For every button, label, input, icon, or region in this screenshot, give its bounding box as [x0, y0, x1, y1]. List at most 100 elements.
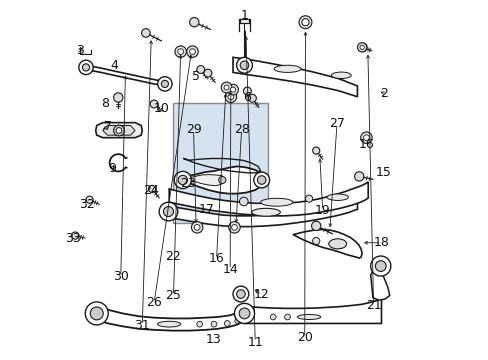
Text: 3: 3: [76, 44, 83, 57]
Ellipse shape: [260, 198, 292, 206]
Circle shape: [359, 45, 364, 49]
Ellipse shape: [326, 194, 348, 201]
Circle shape: [298, 16, 311, 29]
Polygon shape: [178, 166, 264, 194]
Text: 14: 14: [222, 263, 238, 276]
Ellipse shape: [297, 315, 320, 319]
Circle shape: [312, 147, 319, 154]
Polygon shape: [370, 266, 389, 300]
Text: 21: 21: [365, 299, 381, 312]
Circle shape: [305, 195, 312, 202]
Text: 16: 16: [358, 138, 373, 150]
Polygon shape: [244, 298, 381, 323]
Text: 18: 18: [373, 236, 388, 249]
Polygon shape: [86, 65, 164, 86]
Circle shape: [194, 225, 200, 230]
Polygon shape: [292, 229, 362, 258]
Circle shape: [234, 319, 239, 323]
Circle shape: [186, 46, 198, 57]
Text: 30: 30: [113, 270, 128, 283]
Circle shape: [191, 222, 203, 233]
Text: 6: 6: [243, 91, 251, 104]
Circle shape: [270, 314, 276, 320]
Text: 10: 10: [153, 103, 169, 116]
Text: 32: 32: [79, 198, 94, 211]
Circle shape: [72, 232, 79, 239]
Circle shape: [257, 176, 265, 184]
Circle shape: [227, 84, 238, 95]
Circle shape: [360, 132, 371, 143]
Circle shape: [248, 94, 256, 102]
Circle shape: [301, 19, 308, 26]
Text: 8: 8: [101, 97, 109, 110]
Circle shape: [312, 237, 319, 244]
Circle shape: [174, 171, 191, 189]
Circle shape: [224, 85, 228, 90]
Text: 23: 23: [180, 177, 195, 190]
Circle shape: [142, 29, 150, 37]
Circle shape: [284, 314, 290, 320]
Circle shape: [163, 207, 173, 217]
Text: 19: 19: [314, 204, 330, 217]
Text: 22: 22: [164, 249, 180, 262]
Circle shape: [158, 77, 172, 91]
Polygon shape: [96, 123, 142, 138]
Circle shape: [224, 320, 230, 326]
Text: 5: 5: [192, 69, 200, 82]
Circle shape: [358, 43, 366, 51]
Polygon shape: [102, 126, 135, 135]
Circle shape: [233, 286, 248, 302]
Circle shape: [90, 307, 103, 320]
Circle shape: [239, 197, 247, 206]
Polygon shape: [96, 306, 244, 330]
Circle shape: [234, 303, 254, 323]
Circle shape: [161, 80, 168, 87]
Bar: [172, 103, 267, 223]
Text: 15: 15: [375, 166, 391, 179]
Circle shape: [228, 222, 240, 233]
Text: 29: 29: [185, 123, 201, 136]
Text: 11: 11: [247, 336, 263, 348]
Text: 26: 26: [146, 296, 162, 309]
Circle shape: [175, 46, 186, 57]
Circle shape: [311, 221, 320, 230]
Circle shape: [370, 256, 390, 276]
Circle shape: [253, 172, 269, 188]
Ellipse shape: [328, 239, 346, 249]
Text: 1: 1: [240, 9, 248, 22]
Text: 16: 16: [208, 252, 224, 265]
Circle shape: [196, 66, 204, 73]
Text: 31: 31: [134, 319, 150, 332]
Circle shape: [231, 225, 237, 230]
Text: 17: 17: [199, 203, 214, 216]
Circle shape: [113, 125, 124, 136]
Text: 33: 33: [65, 231, 81, 244]
Ellipse shape: [331, 72, 350, 78]
Polygon shape: [167, 193, 357, 226]
Polygon shape: [169, 182, 367, 216]
Circle shape: [239, 308, 249, 319]
Circle shape: [357, 42, 366, 52]
Circle shape: [113, 93, 122, 102]
Circle shape: [85, 302, 108, 325]
Circle shape: [150, 100, 158, 108]
Circle shape: [189, 49, 195, 54]
Text: 27: 27: [328, 117, 344, 130]
Text: 2: 2: [380, 87, 387, 100]
Polygon shape: [233, 57, 357, 97]
Text: 12: 12: [253, 288, 269, 301]
Circle shape: [196, 321, 202, 327]
Circle shape: [236, 57, 252, 73]
Circle shape: [224, 91, 236, 103]
Text: 7: 7: [103, 121, 111, 134]
Circle shape: [218, 176, 225, 184]
Circle shape: [178, 49, 183, 54]
Circle shape: [363, 135, 368, 140]
Circle shape: [159, 202, 178, 221]
Text: 13: 13: [206, 333, 222, 346]
Ellipse shape: [251, 208, 280, 216]
Circle shape: [82, 64, 89, 71]
Circle shape: [227, 94, 233, 100]
Text: 9: 9: [108, 162, 116, 175]
Text: 28: 28: [233, 123, 249, 136]
